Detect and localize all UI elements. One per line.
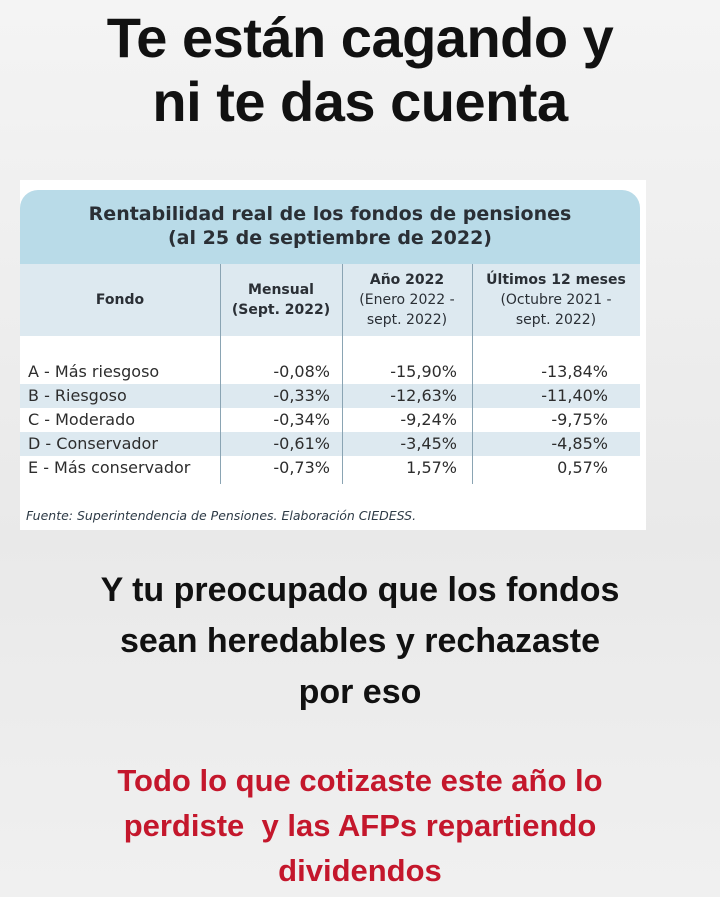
header-anio: Año 2022 (Enero 2022 - sept. 2022) [342,264,472,336]
header-fondo: Fondo [20,264,220,336]
headline: Te están cagando y ni te das cuenta [0,6,720,134]
cell-mensual: -0,34% [273,410,330,429]
bottom-line-1: Todo lo que cotizaste este año lo [117,763,603,798]
bottom-message: Todo lo que cotizaste este año lo perdis… [0,758,720,893]
table-row: B - Riesgoso -0,33% -12,63% -11,40% [20,384,640,408]
bottom-line-3: dividendos [278,853,442,888]
header-ultimos-line-2: (Octubre 2021 - [500,292,612,308]
bottom-line-2: perdiste y las AFPs repartiendo [123,808,597,843]
headline-line-1: Te están cagando y [106,6,614,69]
column-divider [342,264,343,484]
cell-ultimos: -11,40% [541,386,608,405]
header-anio-line-1: Año 2022 [369,272,445,288]
pension-table-card: Rentabilidad real de los fondos de pensi… [20,180,646,530]
cell-ultimos: -4,85% [551,434,608,453]
header-mensual: Mensual (Sept. 2022) [220,264,342,336]
cell-fondo: E - Más conservador [28,458,191,477]
header-mensual-line-2: (Sept. 2022) [231,302,331,318]
cell-fondo: D - Conservador [28,434,158,453]
cell-anio: -12,63% [390,386,457,405]
headline-line-2: ni te das cuenta [152,70,568,133]
column-divider [472,264,473,484]
table-source-note: Fuente: Superintendencia de Pensiones. E… [26,508,417,523]
cell-anio: -15,90% [390,362,457,381]
table-row: A - Más riesgoso -0,08% -15,90% -13,84% [20,360,640,384]
cell-fondo: A - Más riesgoso [28,362,160,381]
table-title-line-1: Rentabilidad real de los fondos de pensi… [88,203,572,225]
cell-mensual: -0,73% [273,458,330,477]
cell-mensual: -0,33% [273,386,330,405]
header-ultimos-line-3: sept. 2022) [515,312,597,328]
cell-ultimos: -13,84% [541,362,608,381]
cell-fondo: C - Moderado [28,410,136,429]
cell-anio: -3,45% [400,434,457,453]
cell-anio: 1,57% [406,458,457,477]
header-anio-line-2: (Enero 2022 - [359,292,455,308]
header-ultimos-line-1: Últimos 12 meses [486,272,626,288]
cell-fondo: B - Riesgoso [28,386,127,405]
header-mensual-line-1: Mensual [248,282,314,298]
cell-mensual: -0,61% [273,434,330,453]
table-row: C - Moderado -0,34% -9,24% -9,75% [20,408,640,432]
cell-ultimos: -9,75% [551,410,608,429]
table-title-line-2: (al 25 de septiembre de 2022) [167,227,492,249]
header-anio-line-3: sept. 2022) [366,312,448,328]
table-row: E - Más conservador -0,73% 1,57% 0,57% [20,456,640,480]
cell-ultimos: 0,57% [557,458,608,477]
middle-message: Y tu preocupado que los fondos sean here… [0,565,720,718]
table-row: D - Conservador -0,61% -3,45% -4,85% [20,432,640,456]
middle-line-2: sean heredables y rechazaste [119,622,601,660]
cell-mensual: -0,08% [273,362,330,381]
header-ultimos: Últimos 12 meses (Octubre 2021 - sept. 2… [472,264,640,336]
cell-anio: -9,24% [400,410,457,429]
middle-line-3: por eso [298,673,422,711]
column-divider [220,264,221,484]
middle-line-1: Y tu preocupado que los fondos [100,571,620,609]
header-fondo-label: Fondo [95,292,145,308]
